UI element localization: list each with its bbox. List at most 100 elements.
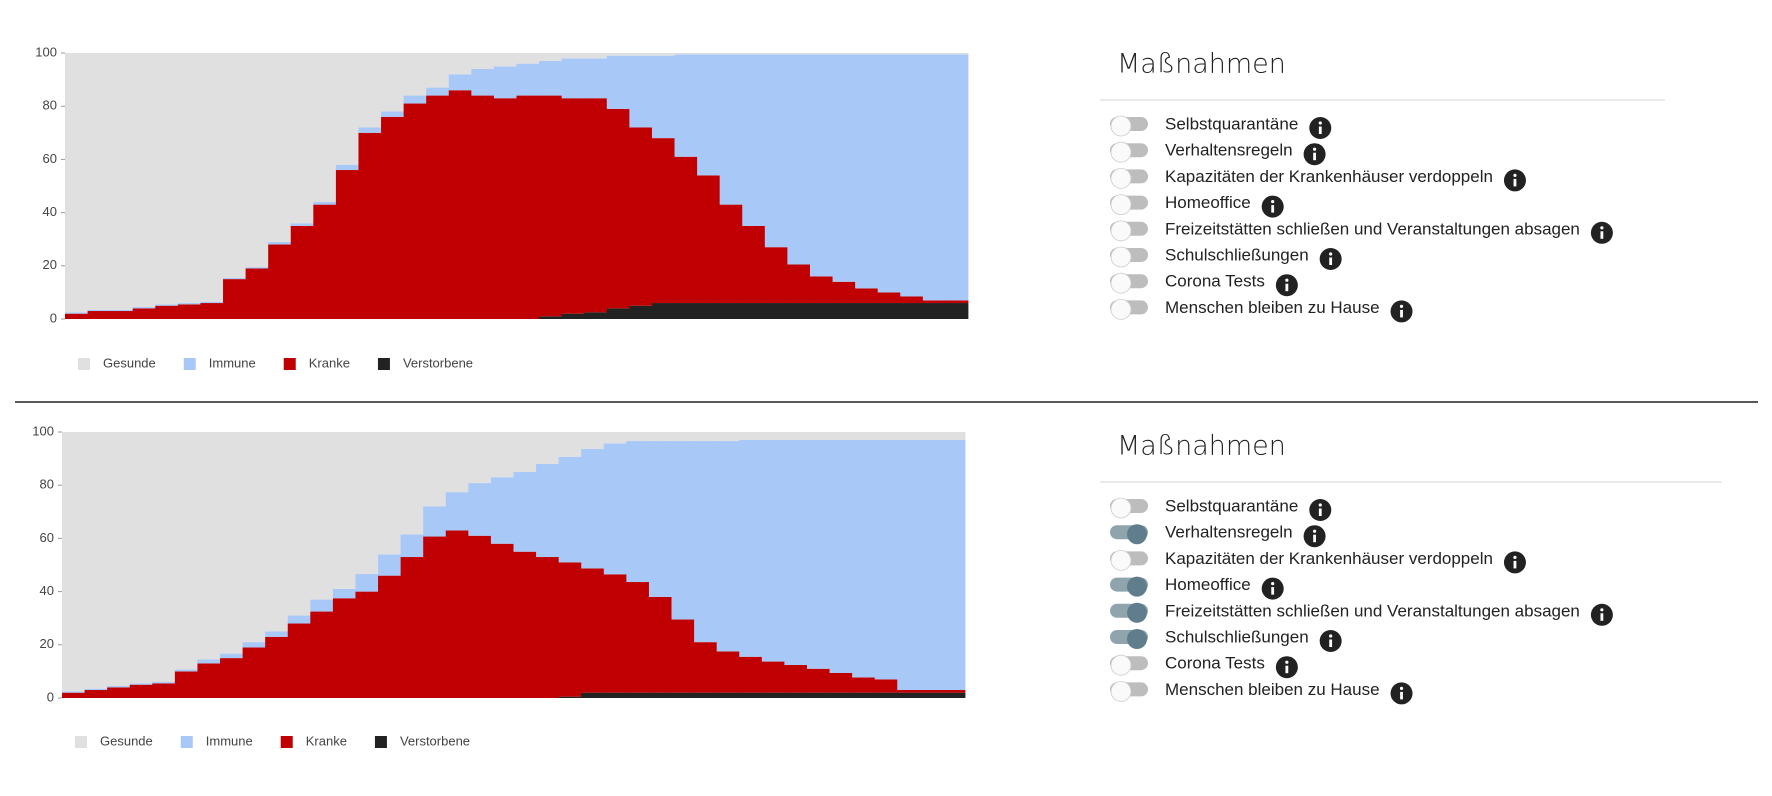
toggle[interactable] xyxy=(1110,167,1148,189)
info-stem[interactable] xyxy=(1400,309,1403,318)
toggle-knob[interactable] xyxy=(1110,167,1132,189)
bar-segment xyxy=(513,471,537,552)
info-stem[interactable] xyxy=(1513,178,1517,187)
info-dot[interactable] xyxy=(1513,555,1517,560)
bar-segment xyxy=(787,53,811,55)
toggle[interactable] xyxy=(1110,220,1148,242)
info-dot[interactable] xyxy=(1271,200,1275,204)
info-dot[interactable] xyxy=(1600,608,1604,612)
bar-segment xyxy=(874,439,898,680)
info-stem[interactable] xyxy=(1600,613,1604,621)
toggle-knob[interactable] xyxy=(1110,298,1132,320)
info-icon[interactable] xyxy=(1261,577,1284,600)
bar-segment xyxy=(761,439,785,662)
info-dot[interactable] xyxy=(1312,529,1317,533)
toggle-knob[interactable] xyxy=(1127,576,1147,597)
toggle[interactable] xyxy=(1110,602,1148,623)
toggle-knob[interactable] xyxy=(1110,681,1132,702)
toggle[interactable] xyxy=(1110,141,1148,163)
info-stem[interactable] xyxy=(1329,257,1333,266)
toggle-knob[interactable] xyxy=(1127,524,1147,545)
info-stem[interactable] xyxy=(1271,205,1275,213)
info-icon[interactable] xyxy=(1275,656,1298,679)
toggle-knob[interactable] xyxy=(1110,654,1132,676)
info-dot[interactable] xyxy=(1285,278,1289,282)
toggle-knob[interactable] xyxy=(1127,602,1147,623)
info-dot[interactable] xyxy=(1318,121,1322,125)
toggle-knob[interactable] xyxy=(1127,629,1147,649)
toggle[interactable] xyxy=(1110,576,1148,597)
info-stem[interactable] xyxy=(1285,283,1289,292)
info-icon[interactable] xyxy=(1309,117,1332,139)
bar-segment xyxy=(716,692,740,698)
toggle[interactable] xyxy=(1110,246,1148,268)
toggle[interactable] xyxy=(1110,524,1148,545)
bar-segment xyxy=(200,301,224,304)
toggle-knob[interactable] xyxy=(1110,141,1132,163)
info-stem[interactable] xyxy=(1271,587,1275,595)
info-stem[interactable] xyxy=(1513,560,1517,569)
bar-segment xyxy=(945,54,969,301)
toggle-knob[interactable] xyxy=(1110,115,1132,137)
bar-segment xyxy=(809,303,833,319)
bar-segment xyxy=(242,432,266,643)
info-dot[interactable] xyxy=(1285,660,1289,664)
info-icon[interactable] xyxy=(1319,630,1342,652)
toggle-knob[interactable] xyxy=(1110,194,1132,216)
toggle[interactable] xyxy=(1110,629,1148,649)
info-icon[interactable] xyxy=(1303,525,1326,548)
bar-segment xyxy=(287,623,311,698)
toggle-knob[interactable] xyxy=(1110,550,1132,571)
info-dot[interactable] xyxy=(1329,634,1333,638)
toggle-knob[interactable] xyxy=(1110,220,1132,242)
info-stem[interactable] xyxy=(1600,231,1604,239)
info-dot[interactable] xyxy=(1399,686,1404,691)
toggle[interactable] xyxy=(1110,272,1148,294)
bar-segment xyxy=(852,432,876,440)
bar-segment xyxy=(268,244,292,319)
toggle-knob[interactable] xyxy=(1110,497,1132,519)
bar-segment xyxy=(787,303,811,319)
info-icon[interactable] xyxy=(1275,274,1298,297)
toggle[interactable] xyxy=(1110,550,1148,571)
toggle[interactable] xyxy=(1110,298,1148,320)
info-stem[interactable] xyxy=(1285,665,1289,674)
info-stem[interactable] xyxy=(1318,508,1322,517)
info-icon[interactable] xyxy=(1503,169,1526,192)
info-dot[interactable] xyxy=(1271,582,1275,586)
toggle[interactable] xyxy=(1110,681,1148,702)
toggle[interactable] xyxy=(1110,194,1148,216)
toggle[interactable] xyxy=(1110,497,1148,519)
info-dot[interactable] xyxy=(1399,304,1404,308)
info-dot[interactable] xyxy=(1312,147,1317,151)
info-dot[interactable] xyxy=(1513,173,1517,177)
info-icon[interactable] xyxy=(1503,551,1526,574)
toggle-knob[interactable] xyxy=(1110,272,1132,294)
info-dot[interactable] xyxy=(1318,503,1322,507)
info-icon[interactable] xyxy=(1590,603,1613,626)
bar-segment xyxy=(378,554,402,576)
toggle[interactable] xyxy=(1110,654,1148,676)
toggle-knob[interactable] xyxy=(1110,246,1132,268)
bar-segment xyxy=(220,658,243,698)
info-icon[interactable] xyxy=(1390,682,1413,705)
info-icon[interactable] xyxy=(1319,248,1342,270)
info-dot[interactable] xyxy=(1600,226,1604,230)
toggle[interactable] xyxy=(1110,115,1148,137)
info-stem[interactable] xyxy=(1313,152,1316,161)
info-icon[interactable] xyxy=(1303,143,1326,166)
panel-title: Maßnahmen xyxy=(1117,431,1286,462)
info-stem[interactable] xyxy=(1313,534,1316,543)
bar-segment xyxy=(584,53,608,59)
info-icon[interactable] xyxy=(1261,195,1284,218)
legend-label: Gesunde xyxy=(103,355,156,370)
bar-segment xyxy=(581,432,605,450)
info-icon[interactable] xyxy=(1390,300,1413,323)
info-stem[interactable] xyxy=(1400,691,1403,700)
info-icon[interactable] xyxy=(1590,221,1613,244)
info-stem[interactable] xyxy=(1318,126,1322,135)
info-icon[interactable] xyxy=(1309,499,1332,521)
info-stem[interactable] xyxy=(1329,639,1333,648)
info-dot[interactable] xyxy=(1329,252,1333,256)
